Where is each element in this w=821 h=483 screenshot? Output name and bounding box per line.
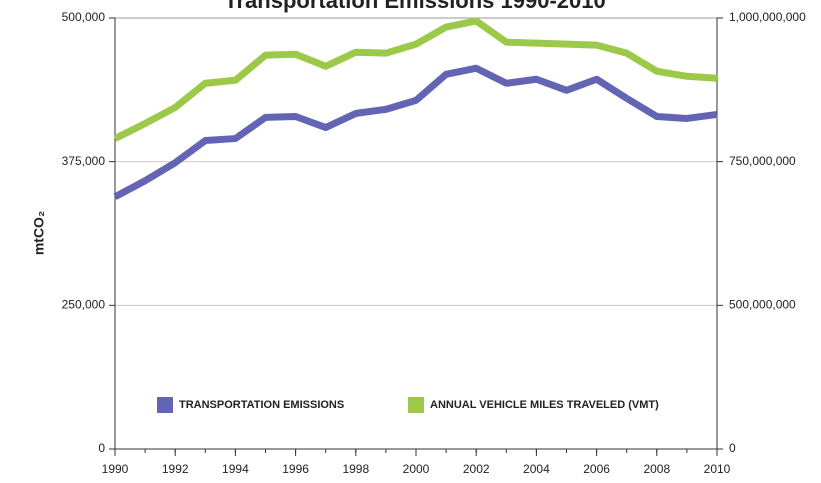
- y-axis-label: mtCO₂: [31, 211, 47, 255]
- legend-swatch: [408, 397, 424, 413]
- x-tick-label: 2000: [403, 462, 430, 476]
- legend-label: TRANSPORTATION EMISSIONS: [179, 399, 344, 411]
- x-tick-label: 1996: [282, 462, 309, 476]
- y2-tick-label: 0: [729, 441, 736, 455]
- x-tick-label: 2004: [523, 462, 550, 476]
- legend-swatch: [157, 397, 173, 413]
- x-tick-label: 2002: [463, 462, 490, 476]
- series-line: [113, 17, 718, 142]
- y2-tick-label: 500,000,000: [729, 298, 796, 312]
- y-tick-label: 250,000: [62, 298, 106, 312]
- chart-title: Transportation Emissions 1990-2010: [224, 0, 606, 13]
- x-tick-label: 2010: [704, 462, 731, 476]
- legend-label: ANNUAL VEHICLE MILES TRAVELED (VMT): [430, 399, 659, 411]
- x-tick-label: 1990: [102, 462, 129, 476]
- y-tick-label: 375,000: [62, 154, 106, 168]
- y-tick-label: 500,000: [62, 10, 106, 24]
- x-tick-label: 2008: [643, 462, 670, 476]
- x-tick-label: 1994: [222, 462, 249, 476]
- y-tick-label: 0: [98, 441, 105, 455]
- x-tick-label: 1998: [342, 462, 369, 476]
- y2-tick-label: 750,000,000: [729, 154, 796, 168]
- y2-tick-label: 1,000,000,000: [729, 10, 806, 24]
- series-line: [113, 64, 718, 200]
- x-tick-label: 1992: [162, 462, 189, 476]
- x-tick-label: 2006: [583, 462, 610, 476]
